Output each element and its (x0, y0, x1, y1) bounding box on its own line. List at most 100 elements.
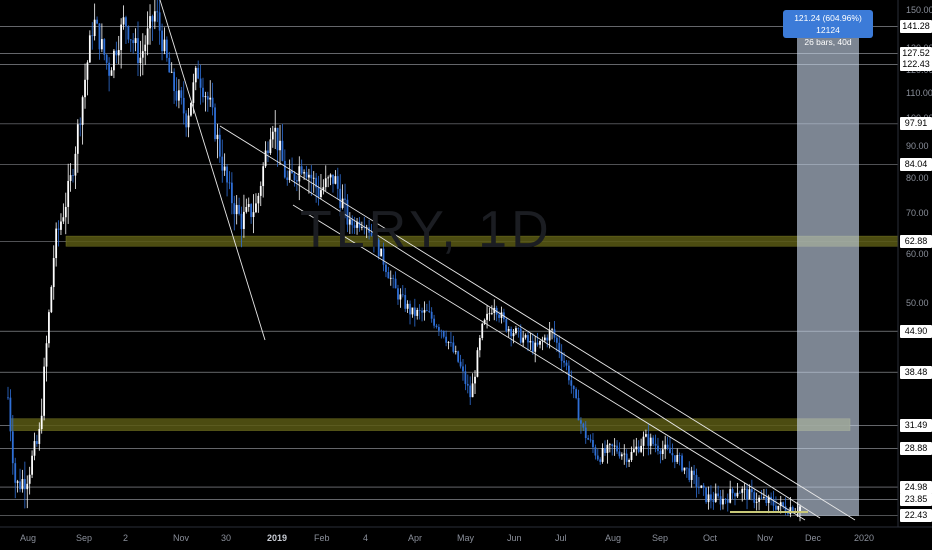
candle-body (221, 156, 224, 171)
candle-body (158, 12, 161, 31)
candle-body (599, 459, 602, 462)
candle-body (693, 470, 695, 475)
candle-body (279, 140, 281, 151)
candle-body (498, 314, 500, 318)
candle-body (291, 170, 293, 174)
candle-body (23, 479, 26, 490)
candle-body (685, 467, 688, 469)
candle-body (584, 427, 587, 439)
level-price-label: 28.88 (900, 442, 932, 456)
x-tick-label: 2020 (854, 533, 875, 543)
candle-body (452, 342, 455, 352)
measure-rect (797, 26, 859, 516)
candle-body (298, 166, 301, 182)
candle-body (28, 474, 31, 484)
candle-body (31, 455, 33, 475)
candle-body (534, 342, 537, 352)
candle-body (606, 444, 609, 453)
candle-body (67, 180, 70, 207)
candle-body (700, 485, 703, 488)
candle-body (26, 483, 29, 490)
candle-body (230, 182, 233, 204)
candle-body (72, 175, 74, 176)
candle-body (587, 438, 590, 440)
candle-body (137, 38, 139, 64)
candle-body (115, 50, 118, 56)
candle-body (524, 335, 527, 338)
candle-body (14, 463, 17, 483)
candle-body (21, 479, 24, 490)
candle-body (515, 328, 517, 334)
candle-body (645, 434, 647, 437)
candles (7, 0, 801, 522)
candle-body (389, 277, 392, 279)
candle-body (281, 140, 284, 161)
candle-body (409, 303, 411, 315)
candle-body (180, 90, 183, 98)
candle-body (139, 57, 142, 64)
candle-body (373, 235, 375, 245)
candle-body (274, 127, 277, 132)
measure-line-1: 121.24 (604.96%) 12124 (794, 13, 862, 35)
candle-body (16, 481, 19, 483)
candle-body (777, 505, 780, 510)
candle-body (724, 498, 727, 500)
candle-body (570, 380, 573, 386)
candle-body (736, 492, 739, 497)
candle-body (678, 455, 681, 456)
candle-body (613, 445, 616, 447)
candle-body (329, 174, 332, 178)
candle-body (38, 429, 41, 444)
candle-body (353, 225, 356, 228)
candle-body (194, 67, 197, 83)
candle-body (642, 436, 645, 446)
level-price-label: 23.85 (900, 492, 932, 506)
candle-body (791, 507, 794, 513)
candle-body (257, 195, 260, 204)
candle-body (582, 423, 585, 428)
candle-body (647, 434, 650, 446)
candle-body (787, 512, 789, 515)
candle-body (387, 272, 390, 279)
level-price-label: 38.48 (900, 365, 932, 379)
candle-body (105, 54, 108, 63)
candle-body (555, 337, 558, 343)
candle-body (623, 453, 626, 455)
candle-body (96, 19, 98, 24)
candle-body (734, 493, 736, 497)
level-price-label: 31.49 (900, 419, 932, 433)
highlight-zones (9, 235, 899, 431)
candle-body (392, 277, 395, 279)
candle-body (782, 502, 785, 507)
candle-body (760, 497, 763, 499)
candle-body (288, 170, 291, 181)
candle-body (358, 221, 361, 228)
candle-body (522, 337, 525, 343)
candle-body (120, 24, 123, 51)
candle-body (204, 96, 207, 98)
candle-body (572, 385, 575, 390)
candle-body (637, 446, 640, 452)
candle-body (132, 40, 135, 44)
candle-body (683, 467, 686, 471)
candle-body (413, 307, 416, 316)
candle-body (178, 90, 180, 101)
candle-body (100, 39, 103, 50)
candle-body (348, 219, 351, 225)
candle-body (209, 97, 212, 100)
candle-body (428, 310, 431, 312)
candle-body (170, 71, 173, 73)
candle-body (88, 35, 91, 63)
candle-body (690, 470, 693, 480)
candle-body (770, 496, 773, 500)
candle-body (536, 342, 539, 345)
candle-body (339, 188, 342, 208)
candle-body (666, 444, 669, 448)
candle-body (755, 501, 758, 503)
candle-body (671, 453, 674, 456)
candle-body (661, 449, 664, 454)
candle-body (52, 258, 55, 288)
x-tick-label: May (457, 533, 475, 543)
candle-body (490, 312, 493, 314)
